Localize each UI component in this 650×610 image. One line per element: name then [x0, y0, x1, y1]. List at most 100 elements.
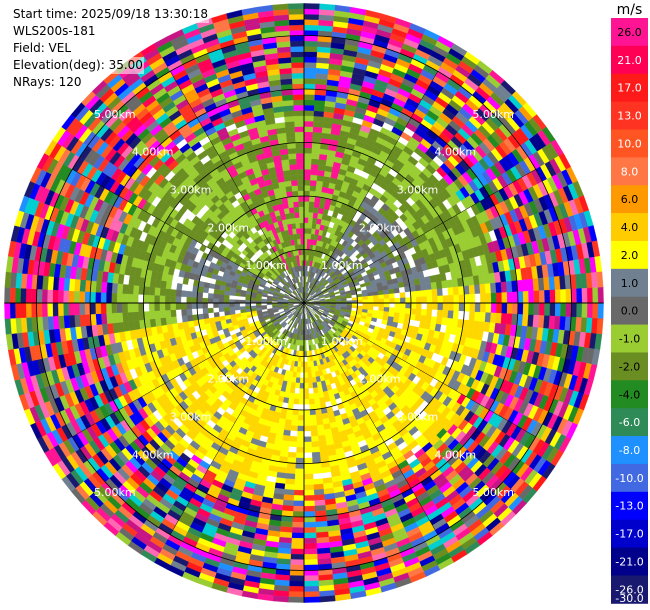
range-gate: [307, 372, 312, 378]
range-gate: [294, 468, 305, 475]
range-gate: [458, 294, 465, 304]
range-gate: [303, 110, 315, 117]
range-gate: [372, 291, 379, 296]
range-gate: [303, 559, 318, 566]
range-gate: [176, 315, 183, 324]
range-gate: [484, 312, 492, 323]
range-gate: [303, 222, 309, 229]
range-gate: [317, 434, 326, 442]
range-gate: [291, 414, 299, 421]
range-gate: [425, 282, 432, 291]
range-gate: [565, 288, 572, 304]
range-gate: [311, 147, 321, 155]
range-gate: [308, 398, 315, 405]
range-gate: [521, 314, 529, 327]
range-gate: [357, 299, 364, 304]
range-gate: [122, 312, 129, 323]
range-gate: [289, 435, 298, 443]
range-gate: [474, 302, 481, 313]
range-gate: [474, 311, 481, 322]
range-gate: [303, 131, 314, 138]
range-gate: [303, 120, 314, 127]
range-gate: [307, 222, 313, 229]
range-gate: [303, 206, 310, 213]
range-gate: [290, 559, 305, 566]
range-gate: [310, 163, 319, 171]
range-gate: [464, 302, 471, 312]
range-gate: [512, 302, 519, 315]
range-gate: [303, 575, 319, 582]
range-gate: [400, 297, 406, 304]
range-gate: [420, 315, 427, 323]
range-gate: [296, 441, 305, 448]
range-gate: [303, 479, 314, 486]
range-gate: [383, 298, 390, 304]
range-gate: [285, 413, 293, 421]
range-gate: [303, 361, 308, 368]
range-gate: [303, 473, 314, 480]
range-gate: [315, 526, 329, 533]
range-gate: [313, 478, 324, 485]
range-gate: [218, 307, 225, 313]
range-gate: [294, 387, 300, 394]
range-gate: [314, 94, 326, 101]
range-gate: [303, 377, 309, 384]
range-gate: [388, 288, 395, 295]
range-gate: [357, 296, 363, 301]
range-gate: [453, 302, 460, 312]
range-gate: [410, 296, 417, 304]
range-gate: [506, 281, 513, 293]
range-gate: [303, 463, 313, 470]
range-gate: [299, 382, 305, 389]
range-gate: [285, 473, 296, 480]
range-gate: [592, 302, 599, 319]
range-gate: [437, 295, 444, 304]
range-gate: [317, 169, 326, 177]
range-gate: [303, 211, 309, 218]
range-gate: [283, 489, 295, 496]
range-gate: [303, 3, 320, 10]
range-gate: [307, 228, 312, 234]
range-gate: [310, 169, 319, 176]
range-gate: [506, 313, 513, 325]
range-gate: [521, 279, 529, 292]
range-gate: [312, 131, 323, 139]
range-gate: [313, 397, 321, 405]
range-gate: [308, 212, 314, 219]
range-gate: [300, 356, 305, 363]
range-gate: [436, 288, 444, 297]
range-gate: [303, 431, 312, 437]
range-gate: [306, 356, 311, 362]
range-gate: [410, 291, 417, 298]
range-gate: [288, 596, 305, 603]
range-gate: [367, 302, 374, 307]
range-gate: [303, 372, 309, 379]
range-gate: [175, 309, 182, 317]
range-gate: [303, 415, 311, 421]
range-gate: [313, 392, 320, 399]
range-gate: [297, 425, 305, 432]
range-gate: [288, 446, 297, 453]
range-gate: [303, 586, 320, 593]
range-gate: [294, 382, 300, 389]
range-gate: [416, 296, 422, 304]
range-gate: [229, 310, 236, 315]
range-gate: [284, 478, 295, 485]
range-gate: [308, 393, 315, 400]
range-gate: [289, 575, 305, 582]
range-gate: [303, 553, 318, 560]
range-gate: [404, 291, 412, 298]
range-gate: [549, 289, 556, 304]
range-gate: [287, 397, 295, 405]
range-gate: [303, 447, 312, 453]
range-gate: [310, 179, 318, 187]
range-gate: [303, 468, 314, 475]
range-gate: [484, 283, 492, 294]
range-gate: [420, 289, 428, 297]
range-gate: [303, 436, 312, 443]
range-gate: [132, 311, 140, 322]
range-gate: [272, 595, 289, 603]
range-gate: [437, 302, 444, 311]
range-gate: [170, 316, 178, 325]
range-gate: [303, 521, 316, 528]
